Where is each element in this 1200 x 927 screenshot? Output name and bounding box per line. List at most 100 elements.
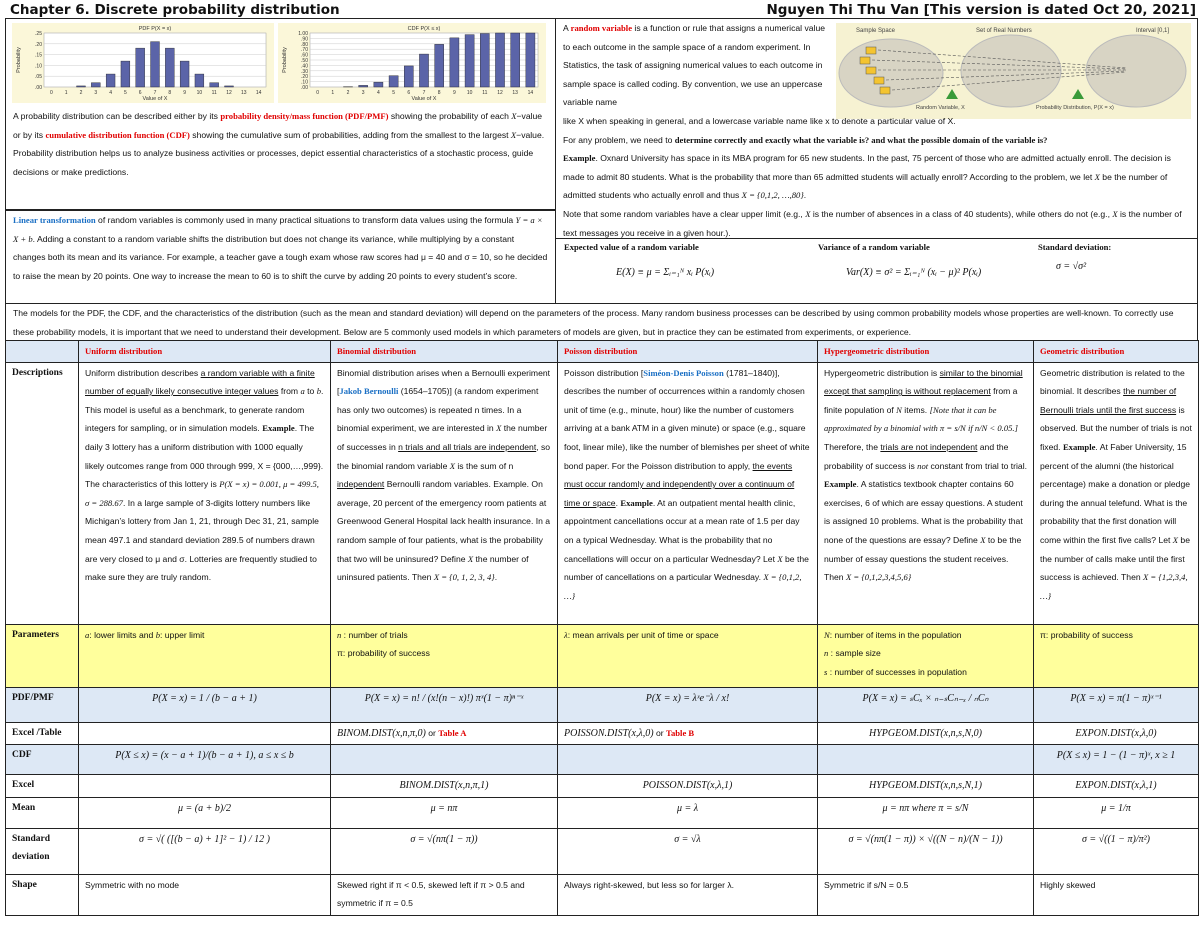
- table-row-excel: Excel BINOM.DIST(x,n,π,1) POISSON.DIST(x,λ…: [5, 774, 1199, 798]
- text-segment: X: [467, 553, 474, 564]
- cell-poisson-distribution: POISSON.DIST(x,λ,0) or Table B: [557, 721, 818, 746]
- cell-poisson-distribution: λ: mean arrivals per unit of time or spa…: [557, 623, 818, 688]
- x-tick-label: 12: [226, 90, 232, 96]
- highlighted-term: Table A: [438, 727, 467, 738]
- sample-space-label: Sample Space: [856, 28, 896, 34]
- highlighted-term: Jakob Bernoulli: [339, 386, 399, 397]
- column-header-binomial-distribution: Binomial distribution: [330, 340, 558, 363]
- cell-binomial-distribution: σ = √(nπ(1 − π)): [330, 827, 558, 875]
- text-segment: Bernoulli random variables. Example. On …: [337, 479, 551, 564]
- y-tick-label: .10: [35, 63, 42, 69]
- cell-binomial-distribution: n : number of trials π: probability of su…: [330, 623, 558, 688]
- cell-poisson-distribution: P(X = x) = λˣe⁻λ / x!: [557, 686, 818, 723]
- row-label: CDF: [5, 744, 79, 776]
- x-tick-label: 6: [407, 90, 410, 96]
- highlighted-term: Table B: [666, 727, 695, 738]
- x-tick-label: 1: [65, 90, 68, 96]
- y-tick-label: .90: [301, 36, 308, 42]
- text-segment: . In a large sample of 3-digits lottery …: [85, 497, 319, 583]
- linear-transformation-paragraph: Linear transformation of random variable…: [13, 211, 548, 285]
- highlighted-term: cumulative distribution function (CDF): [45, 129, 190, 140]
- text-segment: . A statistics textbook chapter contains…: [824, 479, 1023, 545]
- row-label: Standard deviation: [5, 827, 79, 875]
- highlighted-term: probability density/mass function (PDF/P…: [220, 111, 389, 121]
- text-segment: (1654–1705)] (a random experiment has on…: [337, 386, 539, 434]
- x-tick-label: 1: [331, 90, 334, 96]
- x-axis-label: Value of X: [143, 96, 168, 102]
- bar: [76, 85, 86, 88]
- text-segment: . This model is useful as a benchmark, t…: [85, 386, 324, 434]
- x-tick-label: 4: [377, 90, 380, 96]
- text-segment: X: [777, 553, 783, 564]
- text-segment: is observed. But the number of trials is…: [1040, 404, 1192, 452]
- models-intro-text: The models for the PDF, the CDF, and the…: [13, 304, 1190, 341]
- x-tick-label: 2: [80, 90, 83, 96]
- random-variable-diagram: Sample Space Set of Real Numbers Interva…: [836, 23, 1191, 119]
- bar: [105, 73, 116, 88]
- y-tick-label: .60: [301, 53, 308, 59]
- x-tick-label: 8: [168, 90, 171, 96]
- y-tick-label: .80: [301, 42, 308, 48]
- text-segment: not: [917, 460, 929, 471]
- cell-geometric-distribution: Highly skewed: [1033, 873, 1199, 916]
- cell-geometric-distribution: σ = √((1 − π)/π²): [1033, 827, 1199, 875]
- text-segment: N: [824, 629, 830, 640]
- author-version: Nguyen Thi Thu Van [This version is date…: [766, 2, 1196, 18]
- x-tick-label: 2: [347, 90, 350, 96]
- random-variable-definition: A random variable is a function or rule …: [563, 19, 834, 112]
- cell-poisson-distribution: POISSON.DIST(x,λ,1): [557, 774, 818, 798]
- highlighted-term: Linear transformation: [13, 215, 96, 225]
- bar: [404, 65, 414, 88]
- cell-uniform-distribution: σ = √( ([(b − a) + 1]² − 1) / 12 ): [78, 827, 331, 875]
- text-segment: Y = a × X + b: [13, 215, 543, 244]
- cell-poisson-distribution: Always right-skewed, but less so for lar…: [557, 873, 818, 916]
- pdf-cdf-paragraph: A probability distribution can be descri…: [13, 107, 548, 144]
- text-segment: −value or by its: [13, 111, 543, 140]
- text-segment: or: [425, 727, 439, 738]
- table-row-excel-table: Excel /Table BINOM.DIST(x,n,π,0) or Table…: [5, 721, 1199, 746]
- y-axis-label: Probability: [282, 47, 288, 73]
- text-segment: and the probability of success is: [824, 441, 1009, 471]
- expected-value-label: Expected value of a random variable: [564, 242, 699, 252]
- text-segment: P(X = x) = n! / (x!(n − x)!) πˣ(1 − π)ⁿ⁻…: [364, 692, 524, 704]
- row-label: Excel /Table: [5, 721, 79, 746]
- text-segment: X = {1,2,3,4, …}: [1040, 572, 1188, 601]
- x-tick-label: 12: [497, 90, 503, 96]
- text-segment: Skewed right if π < 0.5, skewed left if …: [337, 879, 525, 909]
- note-paragraph: Note that some random variables have a c…: [563, 205, 1190, 242]
- x-tick-label: 9: [453, 90, 456, 96]
- x-tick-label: 7: [154, 90, 157, 96]
- text-segment: : number of items in the population: [829, 629, 962, 640]
- cell-poisson-distribution: μ = λ: [557, 796, 818, 829]
- y-tick-label: .00: [35, 85, 42, 91]
- bar: [449, 37, 460, 88]
- bar: [358, 85, 368, 88]
- x-tick-label: 10: [467, 90, 473, 96]
- standard-deviation-formula: σ = √σ²: [1056, 261, 1087, 272]
- table-row-parameters: Parameters a: lower limits and b: upper l…: [5, 623, 1199, 688]
- text-segment: or: [653, 727, 667, 738]
- table-row-descriptions: Descriptions Uniform distribution describ…: [5, 361, 1199, 625]
- cell-hypergeometric-distribution: HYPGEOM.DIST(x,n,s,N,0): [817, 721, 1034, 746]
- y-tick-label: .40: [301, 63, 308, 69]
- x-tick-label: 14: [528, 90, 534, 96]
- y-tick-label: .70: [301, 47, 308, 53]
- cell-hypergeometric-distribution: N: number of items in the population n : …: [817, 623, 1034, 688]
- cell-binomial-distribution: Binomial distribution arises when a Bern…: [330, 361, 558, 625]
- text-segment: P(X ≤ x) = (x − a + 1)/(b − a + 1), a ≤ …: [115, 750, 294, 762]
- standard-deviation-label: Standard deviation:: [1038, 242, 1112, 252]
- text-segment: from: [278, 386, 301, 397]
- row-label: Excel: [5, 774, 79, 798]
- column-header-poisson-distribution: Poisson distribution: [557, 340, 818, 363]
- text-segment: X: [1112, 208, 1118, 219]
- text-segment: : upper limit: [159, 629, 205, 640]
- cell-hypergeometric-distribution: Symmetric if s/N = 0.5: [817, 873, 1034, 916]
- cell-hypergeometric-distribution: σ = √(nπ(1 − π)) × √((N − n)/(N − 1)): [817, 827, 1034, 875]
- text-segment: b: [155, 629, 160, 640]
- row-label: Shape: [5, 873, 79, 916]
- text-segment: be the number of admitted students who a…: [563, 171, 1168, 201]
- table-row-cdf: CDF P(X ≤ x) = (x − a + 1)/(b − a + 1), a…: [5, 744, 1199, 776]
- probability-distribution-label: Probability Distribution, P(X = x): [1036, 105, 1114, 111]
- text-segment: items.: [901, 404, 930, 415]
- text-segment: σ = √((1 − π)/π²): [1081, 833, 1151, 845]
